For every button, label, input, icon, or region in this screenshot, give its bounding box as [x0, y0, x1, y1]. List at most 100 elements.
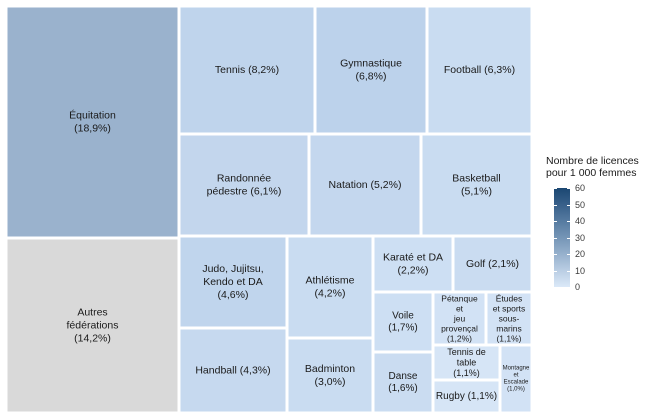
tile-label-line: Danse — [389, 371, 418, 382]
legend-tick-label: 60 — [575, 183, 586, 193]
tile-label-line: (1,0%) — [507, 387, 525, 393]
tile-rect — [307, 132, 423, 238]
tile-label: Équitation (18,9%) — [69, 109, 116, 135]
tile-label: Judo, Jujitsu, Kendo et DA (4,6%) — [202, 263, 263, 301]
tile-label-line: Natation (5,2%) — [329, 179, 402, 191]
legend-tick-label: 40 — [575, 216, 586, 226]
tile-label-line: Golf (2,1%) — [466, 258, 519, 270]
tile-label-line: (1,7%) — [388, 323, 417, 334]
tile-label-line: (3,0%) — [315, 376, 346, 388]
tile-label-line: Tennis de — [447, 347, 486, 357]
tile-1: Équitation (18,9%) — [4, 4, 181, 240]
tile-19: Tennis de table (1,1%) — [431, 343, 502, 382]
tile-label-line: (4,6%) — [218, 289, 249, 301]
tile-rect — [484, 290, 534, 347]
tile-label: Tennis de table (1,1%) — [447, 347, 486, 378]
tile-label-line: (1,2%) — [447, 334, 472, 344]
tile-label-line: Gymnastique — [340, 58, 402, 70]
tile-18: Danse (1,6%) — [371, 350, 435, 415]
tile-label-line: Handball (4,3%) — [195, 365, 270, 377]
tile-label-line: Études — [496, 294, 522, 304]
tile-8: Basketball (5,1%) — [419, 132, 534, 238]
tile-label-line: marins — [496, 324, 522, 334]
tile-label-line: (5,1%) — [461, 186, 492, 198]
tile-label: Tennis (8,2%) — [215, 64, 279, 76]
tile-6: Randonnée pédestre (6,1%) — [177, 132, 311, 238]
tile-label: Études et sports sous-marins (1,1%) — [493, 294, 526, 344]
tile-label-line: Autres — [77, 307, 107, 319]
tile-rect — [371, 350, 435, 415]
legend-tick-mark — [554, 270, 570, 272]
tile-label-line: provençal — [441, 324, 478, 334]
legend-title-line2: pour 1 000 femmes — [546, 167, 637, 179]
tile-4: Gymnastique (6,8%) — [313, 4, 429, 136]
tile-label: Badminton (3,0%) — [305, 363, 355, 388]
tile-label: Pétanque et jeu provençal (1,2%) — [441, 294, 478, 344]
legend-tick-label: 0 — [575, 282, 581, 292]
tile-label: Handball (4,3%) — [195, 365, 270, 377]
tile-5: Football (6,3%) — [425, 4, 534, 136]
legend-tick-label: 50 — [575, 199, 586, 210]
tile-label-line: Randonnée — [217, 173, 271, 185]
legend-title-line1: Nombre de licences — [546, 155, 639, 167]
tile-label: Football (6,3%) — [444, 64, 515, 76]
tile-label-line: sous- — [499, 314, 520, 324]
legend-tick-mark — [554, 237, 570, 239]
legend-tick-mark — [554, 287, 570, 288]
tile-9: Judo, Jujitsu, Kendo et DA (4,6%) — [177, 234, 289, 330]
tile-20: Rugby (1,1%) — [431, 378, 502, 415]
tile-label-line: (18,9%) — [74, 123, 111, 135]
tile-label: Rugby (1,1%) — [436, 391, 497, 402]
legend-color-bar — [554, 188, 570, 287]
tile-rect — [177, 4, 317, 136]
tile-7: Natation (5,2%) — [307, 132, 423, 238]
tile-label-line: Athlétisme — [305, 275, 354, 287]
tile-label-line: jeu — [453, 314, 466, 324]
tile-rect — [4, 4, 181, 240]
treemap-chart: Équitation (18,9%) Autres fédérations (14,2%… — [4, 4, 534, 415]
legend-tick-label: 30 — [575, 232, 586, 243]
color-legend: Nombre de licences pour 1 000 femmes 0 10… — [546, 155, 650, 294]
tile-label: Athlétisme (4,2%) — [305, 275, 354, 300]
tile-rect — [419, 132, 534, 238]
tile-13: Karaté et DA (2,2%) — [371, 234, 455, 294]
tile-label-line: Judo, Jujitsu, — [202, 263, 263, 275]
tile-label-line: et — [456, 304, 464, 314]
tile-15: Voile (1,7%) — [371, 290, 435, 354]
tile-label: Golf (2,1%) — [466, 258, 519, 270]
legend-tick-mark — [554, 221, 570, 222]
legend-tick-mark — [554, 254, 570, 255]
tile-rect — [431, 290, 488, 347]
tile-label-line: (6,8%) — [356, 71, 387, 83]
tile-label: Randonnée pédestre (6,1%) — [207, 173, 282, 198]
tile-label-line: (4,2%) — [315, 288, 346, 300]
tile-label-line: (1,1%) — [453, 368, 480, 378]
tile-label: Autres fédérations (14,2%) — [67, 307, 119, 345]
legend-body: 0 10 20 30 40 50 60 — [546, 182, 650, 294]
tile-label-line: fédérations — [67, 320, 119, 332]
tile-3: Tennis (8,2%) — [177, 4, 317, 136]
tile-label-line: Montagne — [503, 366, 530, 372]
tile-rect — [177, 132, 311, 238]
tile-label: Natation (5,2%) — [329, 179, 402, 191]
tile-rect — [177, 234, 289, 330]
tile-label-line: Escalade — [504, 380, 529, 386]
legend-tick-label: 20 — [575, 249, 586, 259]
tile-16: Pétanque et jeu provençal (1,2%) — [431, 290, 488, 347]
tile-rect — [425, 4, 534, 136]
tile-rect — [498, 343, 534, 415]
tile-label-line: Basketball — [452, 173, 500, 185]
tile-label-line: Pétanque — [441, 294, 478, 304]
tile-label-line: Équitation — [69, 109, 116, 122]
tile-label-line: (1,1%) — [496, 334, 521, 344]
legend-tick-label: 10 — [575, 265, 586, 276]
tile-label: Karaté et DA (2,2%) — [383, 252, 443, 277]
tile-label: Basketball (5,1%) — [452, 173, 500, 198]
tile-12: Badminton (3,0%) — [285, 336, 375, 415]
tile-label: Montagne et Escalade (1,0%) — [503, 366, 530, 393]
tile-label-line: Tennis (8,2%) — [215, 64, 279, 76]
tile-label-line: Badminton — [305, 363, 355, 375]
tile-21: Montagne et Escalade (1,0%) — [498, 343, 534, 415]
legend-tick-mark — [554, 204, 570, 206]
